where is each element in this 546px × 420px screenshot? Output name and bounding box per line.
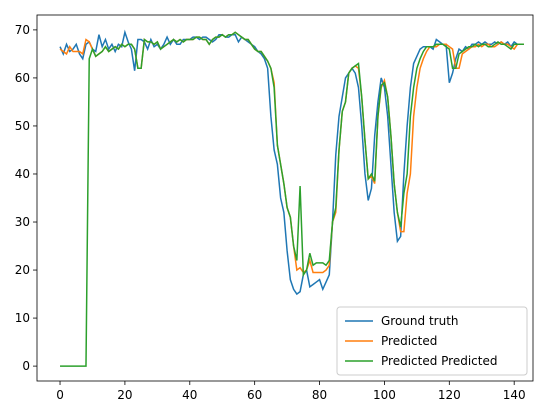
x-tick-label: 140 xyxy=(503,388,526,402)
series-line xyxy=(60,31,524,367)
legend-label: Predicted Predicted xyxy=(381,354,497,368)
y-tick-label: 10 xyxy=(15,311,30,325)
legend: Ground truth Predicted Predicted Predicted xyxy=(336,306,528,376)
x-tick-label: 60 xyxy=(247,388,262,402)
x-tick-label: 120 xyxy=(438,388,461,402)
y-tick-label: 30 xyxy=(15,215,30,229)
legend-box xyxy=(336,306,528,376)
axes-frame xyxy=(36,14,534,382)
x-tick-label: 0 xyxy=(56,388,64,402)
x-tick-label: 40 xyxy=(182,388,197,402)
y-tick-label: 20 xyxy=(15,263,30,277)
x-tick-label: 20 xyxy=(117,388,132,402)
legend-label: Ground truth xyxy=(381,314,459,328)
series-line xyxy=(59,29,524,296)
y-tick-label: 50 xyxy=(15,119,30,133)
x-tick-label: 80 xyxy=(312,388,327,402)
y-tick-label: 40 xyxy=(15,167,30,181)
y-tick-label: 0 xyxy=(22,359,30,373)
x-tick-label: 100 xyxy=(373,388,396,402)
y-tick-label: 60 xyxy=(15,71,30,85)
y-tick-label: 70 xyxy=(15,23,30,37)
legend-label: Predicted xyxy=(381,334,437,348)
